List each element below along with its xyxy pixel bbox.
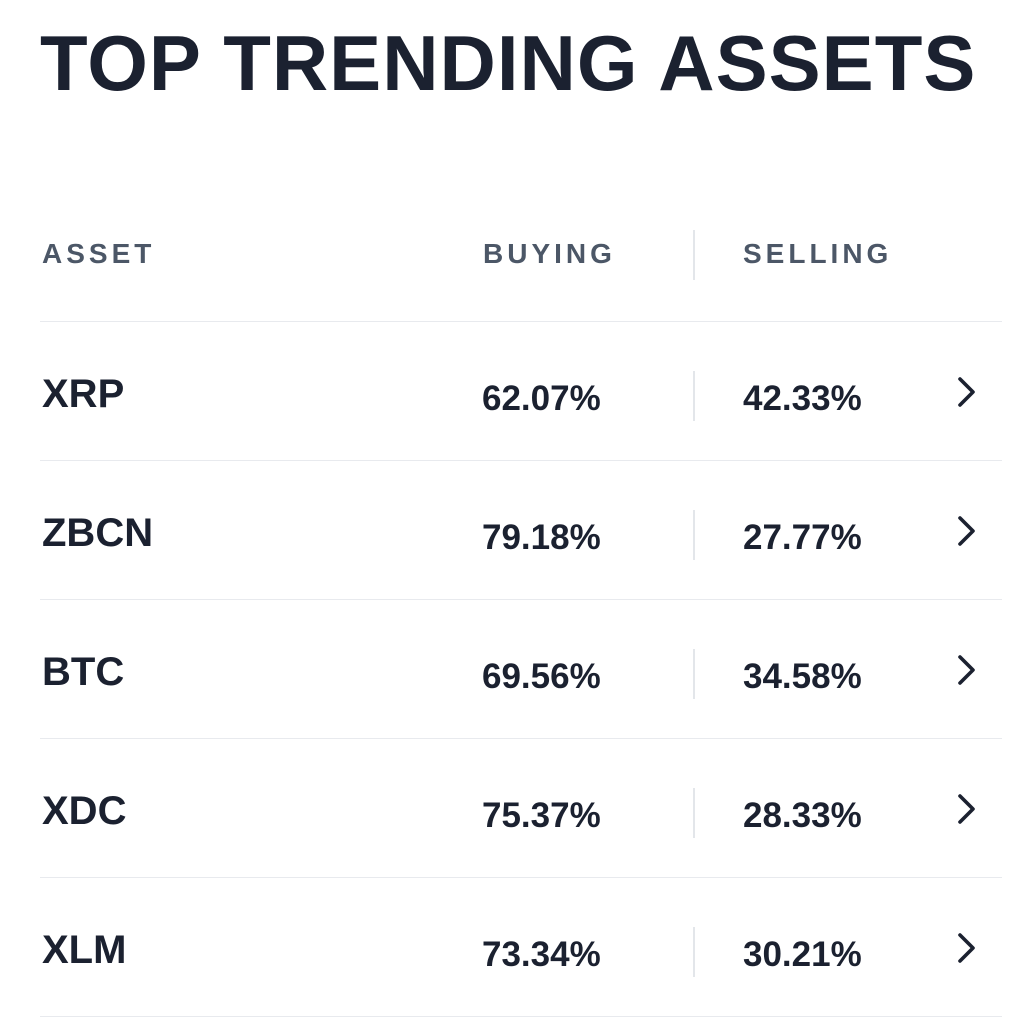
asset-symbol: XDC [42,789,127,833]
selling-percent: 42.33% [743,379,862,418]
selling-percent: 27.77% [743,518,862,557]
selling-percent: 28.33% [743,796,862,835]
table-row[interactable]: XRP 62.07% 42.33% [40,322,1002,461]
asset-symbol: XLM [42,928,127,972]
chevron-right-icon[interactable] [953,374,979,410]
buying-percent: 75.37% [482,796,601,835]
chevron-right-icon[interactable] [953,652,979,688]
column-divider [693,788,695,838]
chevron-right-icon[interactable] [953,930,979,966]
column-divider [693,230,695,280]
buying-percent: 62.07% [482,379,601,418]
table-header: ASSET BUYING SELLING [40,205,1002,322]
selling-percent: 30.21% [743,935,862,974]
column-divider [693,649,695,699]
table-row[interactable]: BTC 69.56% 34.58% [40,600,1002,739]
asset-symbol: XRP [42,372,125,416]
selling-percent: 34.58% [743,657,862,696]
column-header-buying: BUYING [483,238,616,269]
table-row[interactable]: XDC 75.37% 28.33% [40,739,1002,878]
chevron-right-icon[interactable] [953,791,979,827]
column-divider [693,371,695,421]
buying-percent: 69.56% [482,657,601,696]
asset-symbol: BTC [42,650,125,694]
column-divider [693,510,695,560]
buying-percent: 73.34% [482,935,601,974]
chevron-right-icon[interactable] [953,513,979,549]
assets-table: ASSET BUYING SELLING XRP 62.07% 42.33% Z… [40,205,1002,1017]
table-row[interactable]: ZBCN 79.18% 27.77% [40,461,1002,600]
table-row[interactable]: XLM 73.34% 30.21% [40,878,1002,1017]
asset-symbol: ZBCN [42,511,154,555]
column-header-selling: SELLING [743,238,893,269]
buying-percent: 79.18% [482,518,601,557]
page-title: TOP TRENDING ASSETS [40,19,977,107]
column-header-asset: ASSET [42,238,156,269]
column-divider [693,927,695,977]
